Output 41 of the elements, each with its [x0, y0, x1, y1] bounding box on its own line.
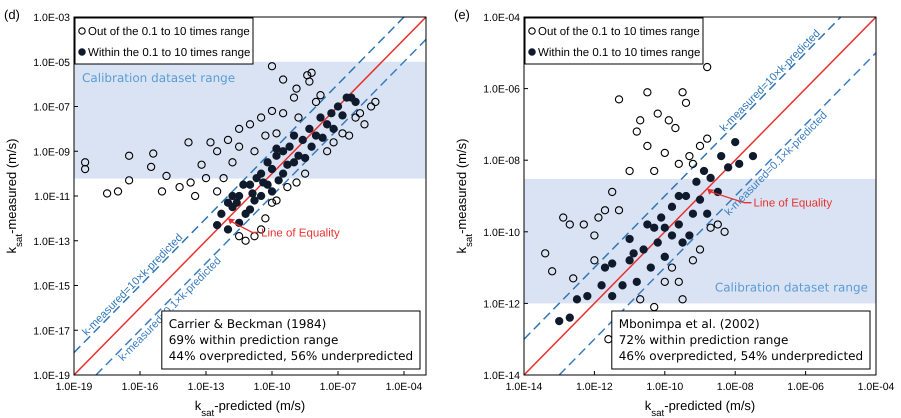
y-tick-label: 1.0E-14: [483, 370, 520, 382]
y-tick-label: 1.0E-04: [483, 12, 520, 24]
x-axis-title: k$_{sat}$-predicted (m/s): [194, 398, 306, 418]
y-tick-label: 1.0E-13: [33, 236, 70, 248]
x-tick-label: 1.0E-13: [188, 381, 225, 393]
x-tick-label: 1.0E-14: [506, 381, 543, 393]
band-label: Calibration dataset range: [82, 70, 236, 85]
band-label: Calibration dataset range: [714, 280, 868, 294]
x-tick-label: 1.0E-19: [56, 381, 93, 393]
legend-label: Out of the 0.1 to 10 times range: [88, 26, 250, 38]
y-tick-label: 1.0E-11: [34, 191, 70, 203]
x-axis-title: k$_{sat}$-predicted (m/s): [644, 398, 756, 418]
annotation: 46% overpredicted, 54% underpredicted: [618, 349, 864, 363]
y-tick-label: 1.0E-17: [33, 325, 70, 338]
annotation: Mbonimpa et al. (2002): [618, 317, 760, 331]
y-tick-label: 1.0E-06: [483, 84, 520, 96]
annotation: 72% within prediction range: [618, 333, 788, 347]
y-tick-label: 1.0E-05: [33, 56, 70, 69]
x-tick-label: 1.0E-16: [122, 381, 159, 393]
y-tick-label: 1.0E-19: [33, 370, 70, 382]
chart-title: (e): [454, 7, 470, 22]
x-tick-label: 1.0E-12: [576, 381, 613, 393]
x-tick-label: 1.0E-06: [787, 381, 824, 393]
y-tick-label: 1.0E-12: [483, 298, 520, 310]
x-tick-label: 1.0E-10: [646, 381, 684, 393]
y-tick-label: 1.0E-15: [33, 280, 70, 292]
y-tick-label: 1.0E-08: [483, 155, 520, 168]
x-tick-label: 1.0E-04: [386, 381, 423, 393]
y-tick-label: 1.0E-10: [483, 226, 520, 239]
x-tick-label: 1.0E-10: [254, 381, 291, 393]
annotation: Line of Equality: [261, 227, 340, 240]
y-tick-label: 1.0E-03: [33, 12, 70, 24]
legend-label: Within the 0.1 to 10 times range: [88, 47, 250, 59]
chart-title: (d): [4, 7, 20, 22]
x-tick-label: 1.0E-08: [716, 381, 754, 393]
legend-label: Within the 0.1 to 10 times range: [538, 47, 700, 59]
x-tick-label: 1.0E-07: [320, 381, 357, 393]
y-tick-label: 1.0E-07: [33, 102, 70, 114]
legend-label: Out of the 0.1 to 10 times range: [538, 26, 700, 38]
y-tick-label: 1.0E-09: [33, 146, 70, 158]
x-tick-label: 1.0E-04: [858, 381, 895, 393]
